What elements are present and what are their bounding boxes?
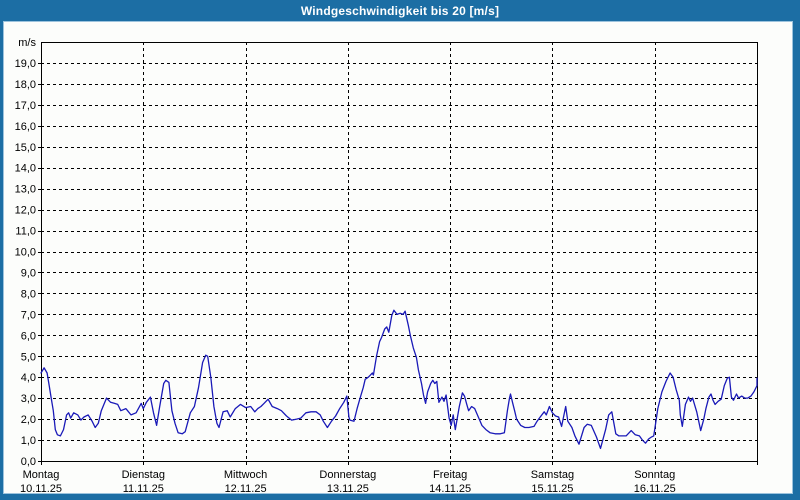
svg-text:12.11.25: 12.11.25	[225, 483, 267, 493]
svg-text:5,0: 5,0	[21, 351, 36, 363]
svg-text:11,0: 11,0	[15, 226, 36, 238]
svg-text:13,0: 13,0	[15, 184, 36, 196]
svg-text:10,0: 10,0	[15, 247, 36, 259]
svg-text:6,0: 6,0	[21, 330, 36, 342]
wind-speed-chart: 0,0 1,0 2,0 3,0 4,0 5,0 6,0 7,0 8,0 9,0 10,0 11,0 12…	[15, 37, 758, 493]
svg-text:1,0: 1,0	[21, 435, 36, 447]
svg-text:3,0: 3,0	[21, 393, 36, 405]
svg-text:17,0: 17,0	[15, 100, 36, 112]
svg-text:19,0: 19,0	[15, 58, 36, 70]
title-bar[interactable]: Windgeschwindigkeit bis 20 [m/s]	[0, 0, 800, 22]
svg-text:16.11.25: 16.11.25	[634, 483, 676, 493]
svg-text:Freitag: Freitag	[433, 469, 467, 481]
svg-text:Dienstag: Dienstag	[122, 469, 165, 481]
svg-text:Sonntag: Sonntag	[634, 469, 675, 481]
svg-text:7,0: 7,0	[21, 309, 36, 321]
svg-text:10.11.25: 10.11.25	[20, 483, 62, 493]
chart-panel: 0,0 1,0 2,0 3,0 4,0 5,0 6,0 7,0 8,0 9,0 10,0 11,0 12…	[3, 21, 793, 494]
page-title: Windgeschwindigkeit bis 20 [m/s]	[300, 4, 500, 18]
svg-text:2,0: 2,0	[21, 414, 36, 426]
svg-text:4,0: 4,0	[21, 372, 36, 384]
svg-text:13.11.25: 13.11.25	[327, 483, 369, 493]
svg-text:14.11.25: 14.11.25	[429, 483, 471, 493]
svg-text:18,0: 18,0	[15, 79, 36, 91]
svg-text:16,0: 16,0	[15, 121, 36, 133]
svg-text:Donnerstag: Donnerstag	[319, 469, 376, 481]
svg-text:Montag: Montag	[23, 469, 60, 481]
svg-text:15.11.25: 15.11.25	[531, 483, 573, 493]
svg-text:11.11.25: 11.11.25	[123, 483, 164, 493]
svg-text:15,0: 15,0	[15, 142, 36, 154]
svg-text:Mittwoch: Mittwoch	[224, 469, 267, 481]
svg-text:9,0: 9,0	[21, 267, 36, 279]
svg-text:0,0: 0,0	[21, 456, 36, 468]
svg-text:Samstag: Samstag	[531, 469, 574, 481]
svg-text:m/s: m/s	[18, 37, 36, 49]
svg-text:8,0: 8,0	[21, 288, 36, 300]
svg-text:14,0: 14,0	[15, 163, 36, 175]
svg-text:12,0: 12,0	[15, 205, 36, 217]
